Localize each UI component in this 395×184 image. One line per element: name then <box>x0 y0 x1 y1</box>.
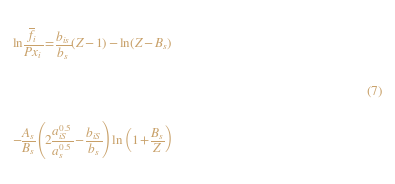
Text: $\ln \dfrac{\overline{f}_{i}}{Px_{i}} = \dfrac{b_{is}}{b_{s}}(Z - 1) - \ln(Z - B: $\ln \dfrac{\overline{f}_{i}}{Px_{i}} = … <box>12 26 172 62</box>
Text: $(7)$: $(7)$ <box>366 85 383 99</box>
Text: $- \dfrac{A_{s}}{B_{s}} \left( 2\dfrac{a_{iS}^{0.5}}{a_{s}^{0.5}} - \dfrac{b_{iS: $- \dfrac{A_{s}}{B_{s}} \left( 2\dfrac{a… <box>12 119 172 161</box>
